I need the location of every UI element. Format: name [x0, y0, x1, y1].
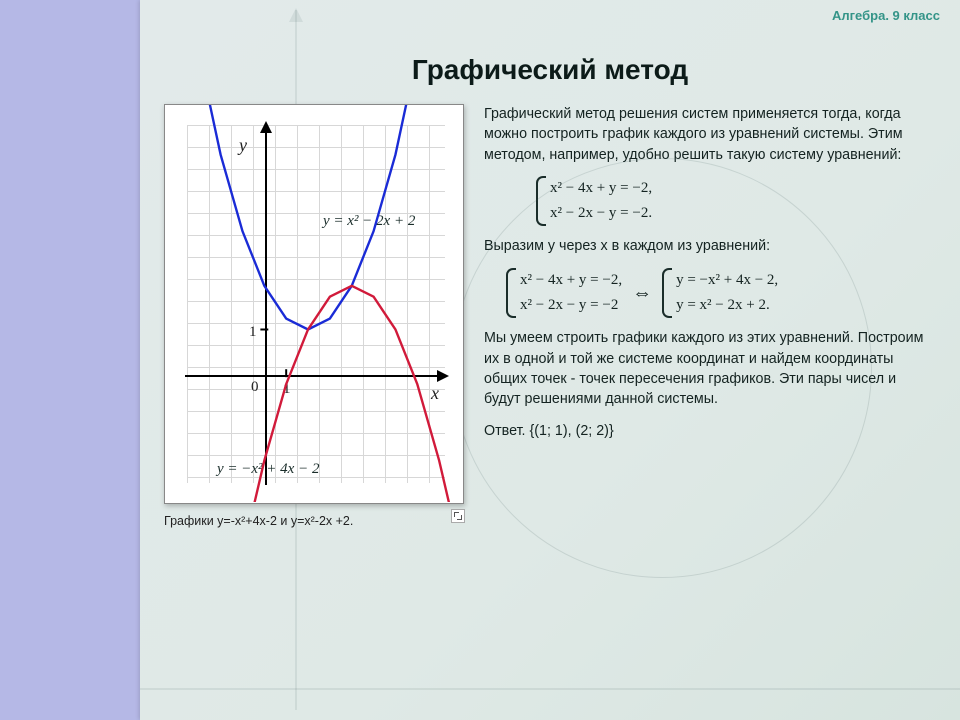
- system2b-row1: y = −x² + 4x − 2,: [676, 270, 778, 291]
- brace-icon: [662, 268, 672, 319]
- chart: y x 0 1 1 y = x² − 2x + 2 y = −x² + 4x −…: [164, 104, 464, 504]
- course-label: Алгебра. 9 класс: [832, 8, 940, 23]
- chart-caption: Графики y=-x²+4x-2 и y=x²-2x +2.: [164, 514, 464, 528]
- chart-column: y x 0 1 1 y = x² − 2x + 2 y = −x² + 4x −…: [164, 104, 464, 528]
- answer-line: Ответ. {(1; 1), (2; 2)}: [484, 421, 936, 441]
- system2b-row2: y = x² − 2x + 2.: [676, 295, 778, 316]
- system1-row2: x² − 2x − y = −2.: [550, 203, 652, 224]
- slide: Алгебра. 9 класс Графический метод y x 0…: [140, 0, 960, 720]
- system2a-row1: x² − 4x + y = −2,: [520, 270, 622, 291]
- system2a-row2: x² − 2x − y = −2: [520, 295, 622, 316]
- expand-icon[interactable]: [451, 509, 465, 523]
- text-column: Графический метод решения систем применя…: [484, 104, 936, 528]
- curves-svg: [165, 105, 463, 502]
- viewport: Алгебра. 9 класс Графический метод y x 0…: [0, 0, 960, 720]
- paragraph-intro: Графический метод решения систем применя…: [484, 104, 936, 165]
- slide-margin-left: [0, 0, 140, 720]
- equation-system-2: x² − 4x + y = −2, x² − 2x − y = −2 ⇔ y =…: [506, 268, 936, 319]
- system1-row1: x² − 4x + y = −2,: [550, 178, 652, 199]
- iff-symbol: ⇔: [632, 279, 652, 307]
- page-title: Графический метод: [164, 54, 936, 86]
- brace-icon: [506, 268, 516, 319]
- equation-system-1: x² − 4x + y = −2, x² − 2x − y = −2.: [536, 176, 936, 227]
- brace-icon: [536, 176, 546, 227]
- content-row: y x 0 1 1 y = x² − 2x + 2 y = −x² + 4x −…: [164, 104, 936, 528]
- paragraph-express: Выразим y через x в каждом из уравнений:: [484, 236, 936, 256]
- paragraph-conclusion: Мы умеем строить графики каждого из этих…: [484, 328, 936, 409]
- decorative-bg-axis-x: [140, 688, 960, 690]
